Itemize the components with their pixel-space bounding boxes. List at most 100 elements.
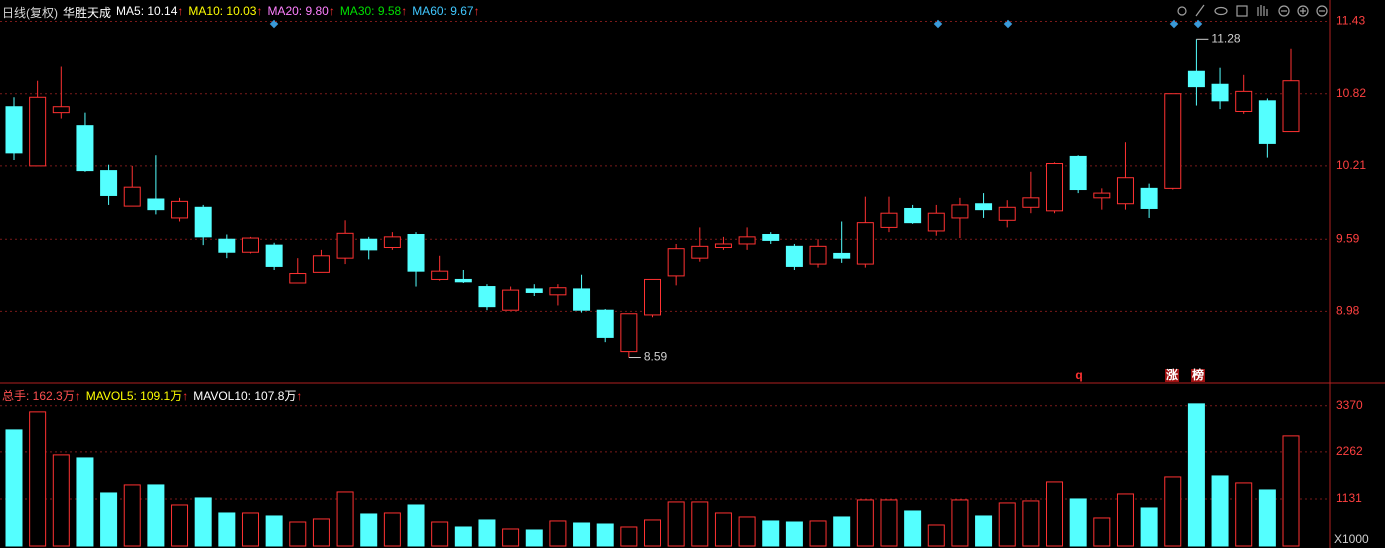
volume-bar: [431, 521, 449, 547]
candle-body: [502, 289, 520, 311]
legend-item: 华胜天成: [63, 4, 111, 21]
volume-bar: [360, 513, 378, 547]
volume-bar: [998, 502, 1016, 547]
candle-body: [549, 287, 567, 296]
volume-bar: [549, 520, 567, 547]
candle-body: [76, 125, 94, 172]
volume-bar: [5, 429, 23, 547]
volume-bar: [904, 510, 922, 547]
volume-bar: [241, 512, 259, 547]
legend-text: MA10: 10.03: [188, 4, 257, 18]
candle-body: [1093, 192, 1111, 199]
candle-body: [1116, 177, 1134, 205]
y-tick-label: 3370: [1336, 398, 1363, 412]
legend-arrow: ↑: [296, 389, 303, 403]
volume-bar: [312, 518, 330, 547]
candle-body: [856, 222, 874, 265]
legend-item: MA20: 9.80↑: [267, 4, 334, 21]
candle-body: [667, 248, 685, 277]
y-tick-label: 2262: [1336, 444, 1363, 458]
volume-bar: [336, 491, 354, 547]
candle-body: [265, 244, 283, 267]
legend-arrow: ↑: [256, 4, 263, 18]
volume-bar: [1093, 517, 1111, 547]
candle-body: [1164, 93, 1182, 189]
volume-bar: [194, 497, 212, 547]
legend-arrow: ↑: [401, 4, 408, 18]
marker-label: q: [1075, 368, 1082, 382]
volume-bar: [833, 516, 851, 547]
candle-body: [1187, 70, 1205, 88]
legend-text: MA5: 10.14: [116, 4, 178, 18]
candle-body: [880, 212, 898, 228]
candle-body: [100, 170, 118, 196]
candle-body: [241, 237, 259, 253]
volume-bar: [714, 512, 732, 547]
volume-bar: [1116, 493, 1134, 547]
candle-body: [431, 270, 449, 280]
volume-bar: [407, 504, 425, 547]
volume-bar: [785, 521, 803, 547]
legend-item: MA60: 9.67↑: [412, 4, 479, 21]
volume-bar: [218, 512, 236, 547]
candle-body: [218, 238, 236, 253]
volume-bar: [1187, 403, 1205, 547]
candle-body: [1282, 80, 1300, 133]
candle-body: [809, 245, 827, 265]
volume-bar: [1046, 481, 1064, 547]
legend-item: MA10: 10.03↑: [188, 4, 262, 21]
volume-bar: [76, 457, 94, 547]
legend-item: MAVOL5: 109.1万↑: [86, 387, 189, 404]
candle-body: [29, 96, 47, 167]
volume-bar: [502, 528, 520, 547]
volume-bar: [573, 522, 591, 547]
volume-bar: [667, 501, 685, 547]
legend-text: 华胜天成: [63, 6, 112, 20]
legend-item: MA30: 9.58↑: [340, 4, 407, 21]
legend-arrow: ↑: [177, 4, 184, 18]
volume-bar: [1282, 435, 1300, 547]
event-markers: [269, 19, 1203, 29]
annotation-label: 8.59: [644, 350, 668, 364]
toolbar[interactable]: [1177, 4, 1328, 17]
legend-text: MA60: 9.67: [412, 4, 474, 18]
candle-body: [171, 200, 189, 219]
candle-body: [998, 206, 1016, 221]
candle-body: [927, 212, 945, 232]
volume-bar: [1140, 507, 1158, 547]
legend-arrow: ↑: [328, 4, 335, 18]
candle-body: [1140, 187, 1158, 209]
volume-bar: [596, 523, 614, 547]
volume-bar: [478, 519, 496, 547]
volume-bar: [691, 501, 709, 547]
candle-body: [762, 233, 780, 241]
volume-bar: [951, 499, 969, 547]
candle-body: [336, 232, 354, 259]
legend-text: MA20: 9.80: [267, 4, 329, 18]
legend-text: 总手: 162.3万: [2, 389, 75, 403]
marker-box: [1191, 369, 1205, 382]
legend-item: MA5: 10.14↑: [116, 4, 183, 21]
candle-body: [644, 278, 661, 316]
volume-bar: [100, 492, 118, 547]
candle-body: [454, 278, 472, 283]
volume-bar: [644, 519, 661, 547]
y-tick-label: 8.98: [1336, 304, 1360, 318]
candle-body: [1046, 163, 1064, 212]
volume-bar: [620, 526, 638, 547]
candle-body: [1258, 100, 1276, 144]
y-tick-label: 1131: [1336, 491, 1362, 505]
candle-body: [1022, 197, 1040, 208]
volume-bar: [52, 454, 70, 547]
candle-body: [573, 288, 591, 311]
candle-body: [525, 288, 543, 293]
candle-body: [833, 252, 851, 259]
candle-body: [620, 313, 638, 353]
volume-bar: [29, 411, 47, 547]
marker-box: [1165, 369, 1179, 382]
y-tick-label: 11.43: [1336, 14, 1365, 28]
volume-bar: [762, 520, 780, 547]
candle-body: [478, 286, 496, 308]
